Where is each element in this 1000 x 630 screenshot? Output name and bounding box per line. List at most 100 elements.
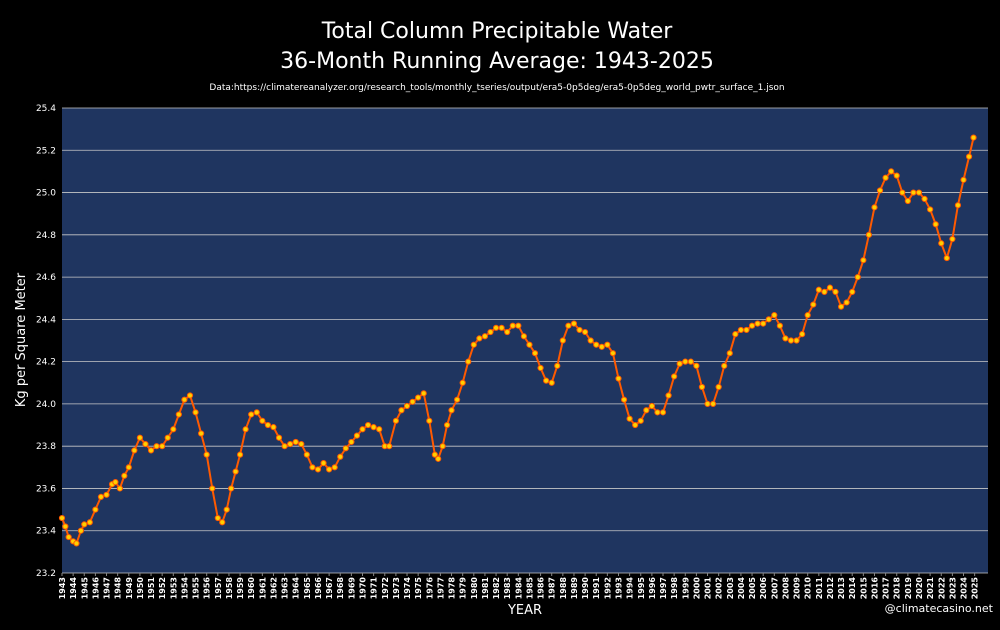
data-point xyxy=(303,451,310,458)
data-point xyxy=(370,424,377,431)
data-point xyxy=(353,432,361,439)
x-tick-label: 1948 xyxy=(114,577,123,600)
data-point xyxy=(748,322,756,329)
data-point xyxy=(721,362,728,369)
data-point xyxy=(865,231,873,238)
x-tick-label: 2016 xyxy=(870,577,879,600)
data-point xyxy=(888,168,895,175)
x-tick-label: 1986 xyxy=(537,577,546,600)
data-point xyxy=(481,333,489,340)
data-point xyxy=(92,506,99,513)
watermark: @climatecasino.net xyxy=(885,602,994,615)
data-point xyxy=(754,320,761,327)
data-point xyxy=(439,443,446,450)
data-point xyxy=(726,350,733,357)
data-point xyxy=(732,331,739,338)
x-tick-label: 1943 xyxy=(58,577,67,599)
x-tick-label: 2008 xyxy=(781,577,790,600)
x-tick-label: 2019 xyxy=(904,577,913,600)
y-tick-label: 24.0 xyxy=(36,400,56,410)
data-point xyxy=(587,337,594,344)
data-point xyxy=(121,472,128,479)
data-point xyxy=(960,176,967,183)
data-point xyxy=(860,257,867,264)
data-point xyxy=(298,440,305,448)
data-point xyxy=(582,328,589,336)
data-point xyxy=(509,322,516,329)
data-point xyxy=(232,468,239,475)
x-tick-label: 2013 xyxy=(837,577,846,599)
x-tick-label: 1946 xyxy=(91,577,100,600)
y-tick-label: 23.6 xyxy=(36,484,56,494)
data-point xyxy=(58,514,66,522)
data-point xyxy=(77,527,85,534)
data-point xyxy=(771,312,778,319)
data-point xyxy=(598,343,605,350)
data-point xyxy=(554,362,561,369)
x-tick-label: 2015 xyxy=(859,577,868,600)
x-tick-label: 1972 xyxy=(381,577,390,599)
data-point xyxy=(760,320,767,327)
data-point xyxy=(203,451,210,458)
data-point xyxy=(398,407,405,414)
x-tick-label: 1964 xyxy=(292,577,301,600)
x-tick-label: 2005 xyxy=(748,577,757,600)
data-point xyxy=(331,464,338,471)
data-point xyxy=(275,434,283,441)
data-point xyxy=(954,202,962,209)
data-point xyxy=(112,479,119,486)
data-point xyxy=(359,426,366,433)
y-tick-label: 24.4 xyxy=(36,315,56,325)
x-tick-label: 1978 xyxy=(448,577,457,600)
x-tick-label: 1993 xyxy=(614,577,623,599)
data-point xyxy=(965,153,973,160)
x-tick-label: 1973 xyxy=(392,577,401,599)
x-tick-label: 1965 xyxy=(303,577,312,600)
data-point xyxy=(242,426,249,433)
data-point xyxy=(615,375,622,382)
data-point xyxy=(198,430,205,437)
x-tick-label: 1980 xyxy=(470,577,479,600)
data-point xyxy=(476,335,483,342)
data-point xyxy=(943,254,950,262)
data-point xyxy=(364,421,372,429)
data-point xyxy=(676,360,683,367)
x-tick-label: 1954 xyxy=(180,577,189,600)
data-point xyxy=(665,392,672,399)
data-point xyxy=(192,409,199,416)
x-tick-label: 1982 xyxy=(492,577,501,599)
x-tick-label: 2000 xyxy=(692,577,701,600)
data-point xyxy=(459,379,466,386)
data-point xyxy=(593,341,600,348)
data-point xyxy=(125,464,132,471)
chart-title: Total Column Precipitable Water xyxy=(321,19,674,44)
x-tick-label: 1977 xyxy=(436,577,445,599)
data-point xyxy=(136,434,144,441)
data-point xyxy=(821,288,828,295)
x-tick-label: 2006 xyxy=(759,577,768,600)
x-tick-label: 1951 xyxy=(147,577,156,600)
x-tick-label: 1962 xyxy=(269,577,278,599)
data-point xyxy=(214,514,221,522)
data-point xyxy=(932,221,939,228)
data-point xyxy=(153,443,160,450)
data-point xyxy=(854,273,861,281)
data-source: Data:https://climatereanalyzer.org/resea… xyxy=(209,83,784,93)
x-tick-label: 1998 xyxy=(670,577,679,600)
data-point xyxy=(849,288,856,295)
x-tick-label: 2001 xyxy=(704,577,713,600)
x-tick-label: 1995 xyxy=(637,577,646,600)
x-tick-label: 2011 xyxy=(815,577,824,600)
data-point xyxy=(337,453,344,460)
data-point xyxy=(376,426,383,433)
data-point xyxy=(292,438,299,446)
data-point xyxy=(270,424,277,431)
data-point xyxy=(159,443,166,450)
data-point xyxy=(904,197,911,205)
x-tick-label: 2002 xyxy=(715,577,724,599)
data-point xyxy=(893,172,900,179)
data-point xyxy=(548,379,555,386)
data-point xyxy=(659,409,667,416)
data-point xyxy=(435,455,442,462)
